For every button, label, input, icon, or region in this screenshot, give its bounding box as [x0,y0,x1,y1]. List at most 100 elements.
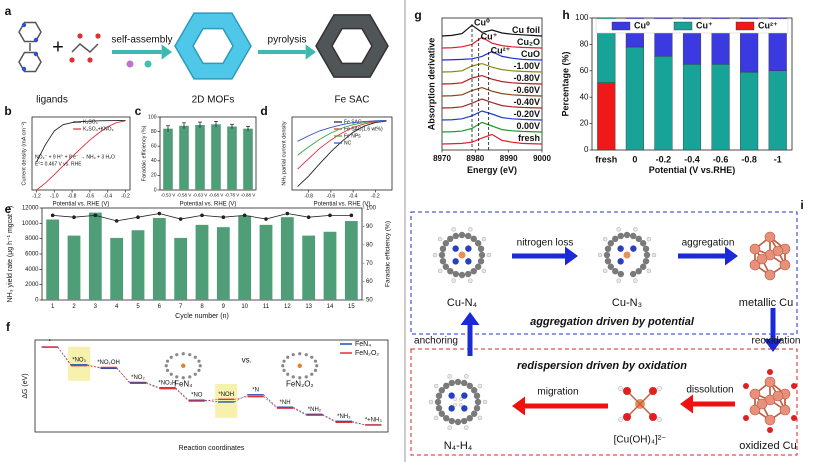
series-label: fresh [518,133,540,143]
carbon-atom [629,270,637,278]
bar [344,221,358,300]
y-tick-label: 100 [575,13,589,22]
plot-frame [34,339,389,433]
oxygen-atom [77,33,83,39]
bar [238,215,252,300]
hydrogen-atom [451,227,456,232]
copper-atom [772,390,784,402]
nitrogen-atom [448,405,455,412]
nitrogen-atom [452,258,459,265]
bar-segment [711,63,730,151]
arrow-head [680,394,693,414]
connector [116,368,131,383]
x-tick-label: 7 [179,304,183,310]
arrow-label: dissolution [686,385,733,396]
hydrogen-atom [437,268,443,274]
nitrogen-atom [33,51,39,57]
nitrogen-atom [448,392,455,399]
atom [193,355,197,359]
bar [216,227,230,300]
carbon-atom [642,245,650,253]
box-title: aggregation driven by potential [530,316,695,328]
x-tick-label: 1 [51,304,55,310]
nitrogen-atom [21,22,27,28]
oxygen-atom [69,57,75,63]
connector [322,414,336,422]
atom [281,364,285,368]
legend-label: K₂SO₄ [83,119,98,125]
x-axis-label: Cycle number (n) [175,313,229,320]
y-axis-label: Faradaic efficiency (%) [141,125,147,181]
scheme-label: ligands [36,95,68,106]
arrow-label: nitrogen loss [517,238,574,249]
panel-letter: i [800,198,803,212]
line-series [297,120,387,142]
series-label: Cu foil [512,25,540,35]
bar [280,217,294,300]
x-tick-label: 8 [200,304,204,310]
carbon-atom [438,387,446,394]
x-tick-label: -0.4 [103,193,112,199]
atom [193,372,197,376]
node-label: Cu-N₄ [447,297,478,309]
highlight [68,346,91,381]
x-tick-label: -0.6 [86,193,95,199]
atom [297,363,302,368]
hydrogen-atom [633,278,638,283]
arrow-head [565,246,578,266]
y2-tick-label: 80 [366,242,373,248]
carbon-atom [617,232,625,240]
annotation: E⁰= 0.467 V vs. RHE [35,161,82,167]
line-series [297,120,387,187]
copper-atom [749,243,761,255]
carbon-atom [454,418,462,426]
x-axis-label: Potential (V vs.RHE) [649,165,736,175]
y2-tick-label: 60 [366,279,373,285]
hydrogen-atom [459,397,463,401]
connector [292,407,307,416]
carbon-atom [639,263,647,270]
atom [298,376,302,380]
carbon-atom [439,245,447,253]
carbon-atom [443,414,450,422]
x-tick-label: 8990 [500,154,518,163]
carbon-atom [447,267,454,275]
scheme-label: Fe SAC [334,95,369,106]
bar [227,126,237,190]
carbon-atom [477,245,485,253]
series-label: -0.60V [513,85,540,95]
carbon-atom [434,398,442,406]
atom [169,355,173,359]
connector [292,406,307,415]
line-series [36,120,126,191]
line-marker [93,213,98,218]
carbon-atom [452,232,460,240]
carbon-atom [442,240,450,247]
x-tick-label: 6 [158,304,162,310]
arrow-label: migration [537,387,578,398]
nitrogen-atom [461,392,468,399]
hydrogen-atom [481,268,487,274]
y2-tick-label: 50 [366,298,373,304]
oxygen-atom [791,415,797,421]
line-series [297,120,387,170]
atom [304,375,308,379]
atom [181,363,186,368]
panel-letter: c [135,104,142,118]
carbon-atom [470,387,478,394]
oxygen-atom [743,415,749,421]
atom [169,372,173,376]
line-series [441,86,543,97]
y-axis-label: NH₃ yield rate (μg h⁻¹ mgcat⁻¹) [7,206,14,303]
y-axis-label: ΔG (eV) [22,373,29,398]
atom [165,368,170,372]
level-label: * [49,340,52,346]
series-label: Cu₂O [517,37,540,47]
hydrogen-atom [428,399,434,405]
x-axis-label: Reaction coordinates [179,445,245,452]
carbon-atom [470,235,477,243]
line-marker [50,213,55,218]
arrow-label: aggregation [682,238,735,249]
hydrogen-atom [651,252,657,258]
